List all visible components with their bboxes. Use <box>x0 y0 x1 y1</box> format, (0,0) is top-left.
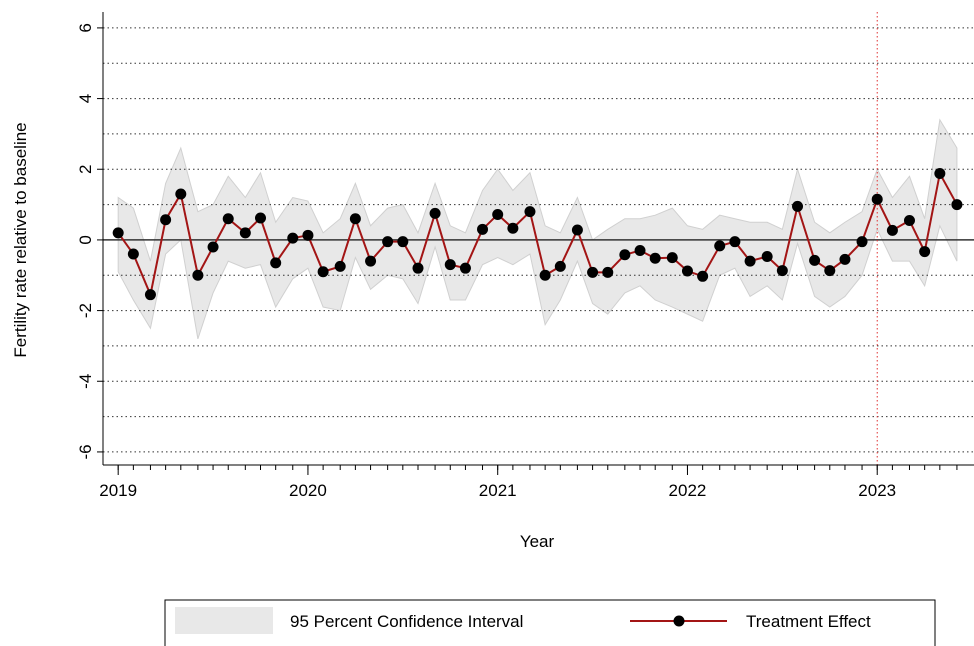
data-point <box>507 222 519 234</box>
data-point <box>792 200 804 212</box>
data-point <box>809 254 821 266</box>
data-point <box>444 259 456 271</box>
data-point <box>903 214 915 226</box>
data-point <box>287 232 299 244</box>
legend-label: Treatment Effect <box>746 612 871 631</box>
legend-marker <box>673 615 685 627</box>
data-point <box>382 236 394 248</box>
data-point <box>160 214 172 226</box>
data-point <box>776 265 788 277</box>
data-point <box>761 251 773 263</box>
y-tick-label: 0 <box>76 235 95 244</box>
data-point <box>397 236 409 248</box>
data-point <box>207 241 219 253</box>
data-point <box>222 213 234 225</box>
x-tick-label: 2021 <box>479 481 517 500</box>
x-tick-label: 2019 <box>99 481 137 500</box>
data-point <box>587 266 599 278</box>
data-point <box>744 255 756 267</box>
data-point <box>334 260 346 272</box>
data-point <box>714 240 726 252</box>
data-point <box>127 248 139 260</box>
data-point <box>871 193 883 205</box>
data-point <box>634 245 646 257</box>
data-point <box>856 236 868 248</box>
data-point <box>619 249 631 261</box>
data-point <box>729 236 741 248</box>
data-point <box>571 224 583 236</box>
y-tick-label: -2 <box>76 303 95 318</box>
data-point <box>365 255 377 267</box>
data-point <box>951 199 963 211</box>
x-tick-label: 2022 <box>669 481 707 500</box>
y-tick-label: 6 <box>76 23 95 32</box>
data-point <box>539 269 551 281</box>
data-point <box>317 266 329 278</box>
data-point <box>681 265 693 277</box>
data-point <box>192 269 204 281</box>
data-point <box>477 223 489 235</box>
data-point <box>175 188 187 200</box>
data-point <box>666 252 678 264</box>
data-point <box>934 167 946 179</box>
y-tick-label: -4 <box>76 374 95 389</box>
data-point <box>839 253 851 265</box>
x-axis-label: Year <box>520 532 555 551</box>
x-tick-label: 2020 <box>289 481 327 500</box>
y-tick-label: 2 <box>76 165 95 174</box>
data-point <box>429 207 441 219</box>
data-point <box>302 229 314 241</box>
y-tick-label: -6 <box>76 444 95 459</box>
data-point <box>697 270 709 282</box>
data-point <box>144 289 156 301</box>
x-tick-label: 2023 <box>858 481 896 500</box>
data-point <box>919 246 931 258</box>
data-point <box>112 227 124 239</box>
data-point <box>824 265 836 277</box>
legend-label: 95 Percent Confidence Interval <box>290 612 523 631</box>
legend-swatch <box>175 607 273 634</box>
data-point <box>349 213 361 225</box>
data-point <box>554 260 566 272</box>
data-point <box>412 262 424 274</box>
data-point <box>255 212 267 224</box>
data-point <box>459 262 471 274</box>
data-point <box>524 206 536 218</box>
data-point <box>239 227 251 239</box>
y-axis-label: Fertility rate relative to baseline <box>11 122 30 357</box>
data-point <box>649 252 661 264</box>
data-point <box>270 257 282 269</box>
data-point <box>886 224 898 236</box>
y-tick-label: 4 <box>76 94 95 103</box>
legend-box <box>164 599 936 646</box>
data-point <box>602 266 614 278</box>
data-point <box>492 208 504 220</box>
